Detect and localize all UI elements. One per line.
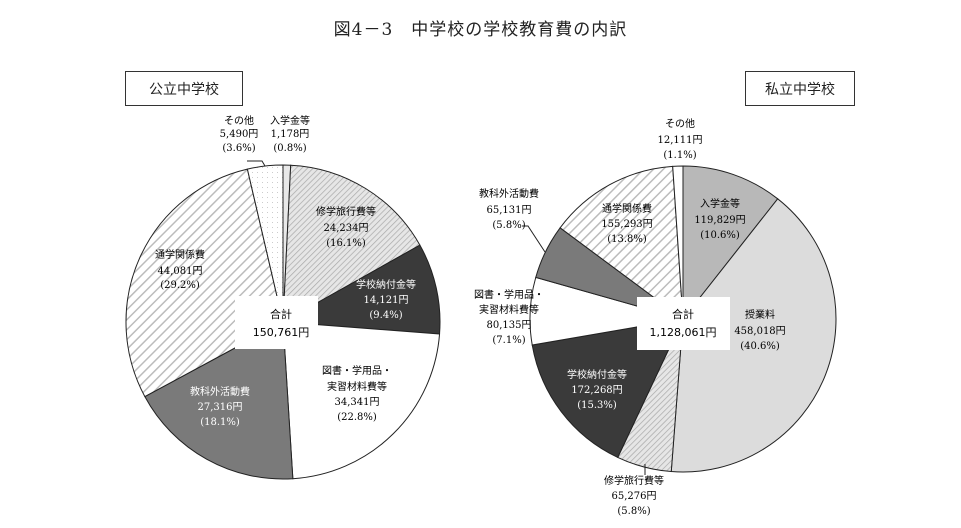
label-public-other-pct: (3.6%) (222, 143, 255, 154)
public-school-panel-label: 公立中学校 (125, 71, 243, 106)
label-private-extra-name: 教科外活動費 (479, 187, 539, 200)
pie-slice (282, 164, 421, 323)
label-private-other-pct: (1.1%) (663, 150, 696, 161)
pie-slice (144, 321, 294, 480)
label-private-books-name2: 実習材料費等 (479, 303, 539, 316)
label-private-fees-name: 学校納付金等 (567, 368, 627, 381)
leader-line-private-extra (522, 225, 546, 253)
label-private-fees-value: 172,268円 (571, 385, 622, 396)
label-public-books-name1: 図書・学用品・ (322, 364, 392, 377)
label-public-trip-value: 24,234円 (324, 223, 369, 234)
label-private-trip-pct: (5.8%) (617, 506, 650, 517)
label-private-books-name1: 図書・学用品・ (474, 288, 544, 301)
private-total-label: 合計 (672, 307, 694, 321)
label-public-commute-name: 通学関係費 (155, 248, 205, 261)
label-public-extra-name: 教科外活動費 (190, 385, 250, 398)
label-public-fees-value: 14,121円 (364, 295, 409, 306)
label-public-books-value: 34,341円 (335, 397, 380, 408)
label-public-fees-pct: (9.4%) (369, 310, 402, 321)
pie-slice (559, 165, 684, 321)
pie-slice (672, 165, 684, 320)
label-public-fees-name: 学校納付金等 (356, 278, 416, 291)
label-private-entrance-value: 119,829円 (694, 215, 745, 226)
label-public-trip-name: 修学旅行費等 (316, 205, 376, 218)
figure-title: 図4－3 中学校の学校教育費の内訳 (333, 20, 628, 40)
label-public-extra-pct: (18.1%) (200, 417, 240, 428)
label-public-commute-value: 44,081円 (158, 266, 203, 277)
label-private-tuition-name: 授業料 (745, 308, 775, 321)
label-public-trip-pct: (16.1%) (326, 238, 366, 249)
label-private-commute-name: 通学関係費 (602, 202, 652, 215)
pie-slice (670, 198, 837, 473)
label-private-other-value: 12,111円 (658, 135, 703, 146)
leader-line-public-other (247, 160, 266, 167)
label-public-other-value: 5,490円 (220, 129, 259, 140)
label-private-extra-pct: (5.8%) (492, 220, 525, 231)
public-total-label: 合計 (270, 307, 292, 321)
label-private-entrance-name: 入学金等 (700, 197, 740, 210)
label-private-commute-pct: (13.8%) (607, 234, 647, 245)
label-private-tuition-pct: (40.6%) (740, 341, 780, 352)
public-slice-labels: その他 5,490円 (3.6%) 入学金等 1,178円 (0.8%) 修学旅… (155, 114, 416, 428)
label-public-entrance-value: 1,178円 (271, 129, 310, 140)
pie-slice (281, 244, 441, 335)
label-public-books-pct: (22.8%) (337, 412, 377, 423)
label-private-fees-pct: (15.3%) (577, 400, 617, 411)
label-public-other-name: その他 (224, 114, 254, 127)
public-total-box (235, 296, 318, 349)
label-private-books-value: 80,135円 (487, 320, 532, 331)
public-total-value: 150,761円 (253, 326, 310, 339)
pie-slice (531, 318, 684, 459)
pie-slice (682, 165, 779, 321)
label-private-commute-value: 155,293円 (601, 219, 652, 230)
private-total-value: 1,128,061円 (650, 326, 717, 339)
private-total-box (637, 297, 730, 350)
label-public-entrance-name: 入学金等 (270, 114, 310, 127)
label-private-extra-value: 65,131円 (487, 205, 532, 216)
label-public-books-name2: 実習材料費等 (327, 380, 387, 393)
pie-slice (246, 164, 284, 323)
label-private-tuition-value: 458,018円 (734, 326, 785, 337)
label-public-extra-value: 27,316円 (198, 402, 243, 413)
label-private-trip-value: 65,276円 (612, 491, 657, 502)
private-school-panel-label: 私立中学校 (745, 71, 855, 106)
pie-slice (282, 321, 441, 480)
label-private-other-name: その他 (665, 117, 695, 130)
label-public-entrance-pct: (0.8%) (273, 143, 306, 154)
label-private-trip-name: 修学旅行費等 (604, 474, 664, 487)
private-slice-labels: その他 12,111円 (1.1%) 教科外活動費 65,131円 (5.8%)… (474, 117, 786, 517)
private-school-pie (529, 165, 837, 473)
label-private-entrance-pct: (10.6%) (700, 230, 740, 241)
label-private-books-pct: (7.1%) (492, 335, 525, 346)
label-public-commute-pct: (29.2%) (160, 280, 200, 291)
